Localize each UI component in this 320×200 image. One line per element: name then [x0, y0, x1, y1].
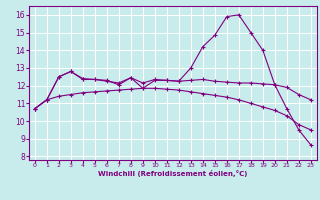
X-axis label: Windchill (Refroidissement éolien,°C): Windchill (Refroidissement éolien,°C)	[98, 170, 247, 177]
